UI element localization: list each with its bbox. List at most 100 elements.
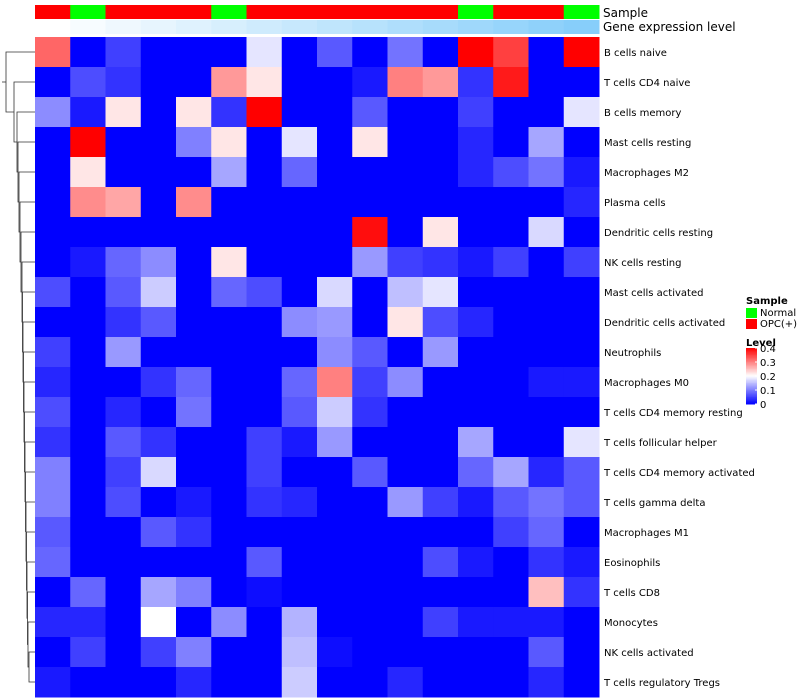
heatmap-cell (176, 457, 212, 488)
expression-annotation-cell (563, 20, 600, 34)
heatmap-cell (70, 67, 106, 98)
row-label: T cells CD4 memory activated (603, 468, 755, 479)
heatmap-cell (563, 37, 600, 68)
level-key-segment (746, 376, 757, 378)
heatmap-cell (35, 427, 71, 458)
heatmap-cell (352, 397, 388, 428)
heatmap-cell (176, 637, 212, 668)
sample-legend-swatch (746, 308, 757, 318)
row-label: T cells regulatory Tregs (603, 678, 720, 689)
heatmap-cell (211, 247, 247, 278)
heatmap-cell (422, 277, 459, 308)
heatmap-cell (105, 667, 142, 698)
heatmap-cell (140, 457, 177, 488)
heatmap-cell (35, 517, 71, 548)
expression-annotation-cell (140, 20, 177, 34)
sample-annotation-cell (317, 5, 353, 19)
heatmap-cell (387, 607, 424, 638)
heatmap-cell (458, 247, 494, 278)
heatmap-cell (422, 307, 459, 338)
heatmap-cell (176, 247, 212, 278)
heatmap-cell (35, 247, 71, 278)
level-key-segment (746, 348, 757, 350)
heatmap-cell (246, 367, 283, 398)
heatmap-cell (140, 577, 177, 608)
heatmap-cell (70, 37, 106, 68)
heatmap-cell (387, 427, 424, 458)
heatmap-cell (458, 337, 494, 368)
heatmap-cell (458, 427, 494, 458)
heatmap-cell (422, 187, 459, 218)
row-label: Dendritic cells resting (604, 228, 713, 239)
heatmap-cell (387, 247, 424, 278)
heatmap-cell (211, 487, 247, 518)
heatmap-cell (70, 577, 106, 608)
heatmap-cell (105, 457, 142, 488)
row-label: B cells naive (604, 48, 667, 59)
heatmap-cell (105, 97, 142, 128)
heatmap-cell (422, 127, 459, 158)
expression-annotation-cell (35, 20, 71, 34)
heatmap-cell (387, 217, 424, 248)
row-label: Plasma cells (604, 198, 666, 209)
level-key-segment (746, 353, 757, 356)
heatmap-cell (35, 367, 71, 398)
heatmap-cell (528, 637, 565, 668)
row-label: Macrophages M2 (604, 168, 689, 179)
heatmap-cell (246, 637, 283, 668)
expression-annotation-cell (281, 20, 318, 34)
row-label: Macrophages M1 (604, 528, 689, 539)
heatmap-cell (35, 277, 71, 308)
expression-annotation-cell (211, 20, 247, 34)
heatmap-cell (387, 457, 424, 488)
level-key-segment (746, 381, 757, 384)
heatmap-cell (317, 367, 353, 398)
heatmap-cell (458, 217, 494, 248)
heatmap-cell (211, 337, 247, 368)
heatmap-cell (246, 427, 283, 458)
heatmap-cell (176, 547, 212, 578)
heatmap-cell (105, 487, 142, 518)
level-key-segment (746, 362, 757, 364)
level-key-segment (746, 401, 757, 404)
heatmap-cell (140, 157, 177, 188)
heatmap-cell (176, 217, 212, 248)
heatmap-cell (493, 37, 529, 68)
heatmap-cell (352, 247, 388, 278)
heatmap-cell (528, 457, 565, 488)
heatmap-cell (317, 97, 353, 128)
heatmap-cell (493, 247, 529, 278)
level-key-tick-label: 0.3 (760, 358, 776, 369)
level-key-segment (746, 371, 757, 374)
heatmap-cell (35, 217, 71, 248)
expression-annotation-cell (70, 20, 106, 34)
heatmap-cell (458, 37, 494, 68)
dendrogram-branch (26, 531, 35, 591)
heatmap-cell (422, 217, 459, 248)
heatmap-cell (105, 637, 142, 668)
heatmap-cell (352, 37, 388, 68)
heatmap-cell (176, 367, 212, 398)
sample-annotation-bar (35, 5, 600, 19)
level-legend-title: Level (746, 338, 776, 349)
heatmap-cell (140, 517, 177, 548)
sample-annotation-cell (352, 5, 388, 19)
heatmap-cell (387, 517, 424, 548)
row-label: Neutrophils (604, 348, 661, 359)
level-key-segment (746, 387, 757, 390)
heatmap-cell (105, 67, 142, 98)
heatmap-cell (458, 457, 494, 488)
sample-annotation-cell (422, 5, 459, 19)
heatmap-cell (352, 577, 388, 608)
heatmap-cell (387, 367, 424, 398)
heatmap-cell (317, 607, 353, 638)
heatmap-cell (70, 247, 106, 278)
heatmap-cell (493, 607, 529, 638)
heatmap-cell (493, 277, 529, 308)
level-color-key: 0.4 0.3 0.2 0.1 0 (746, 344, 776, 411)
level-key-segment (746, 384, 757, 387)
heatmap-cell (246, 607, 283, 638)
row-label: T cells CD8 (603, 588, 660, 599)
level-key-segment (746, 369, 757, 371)
